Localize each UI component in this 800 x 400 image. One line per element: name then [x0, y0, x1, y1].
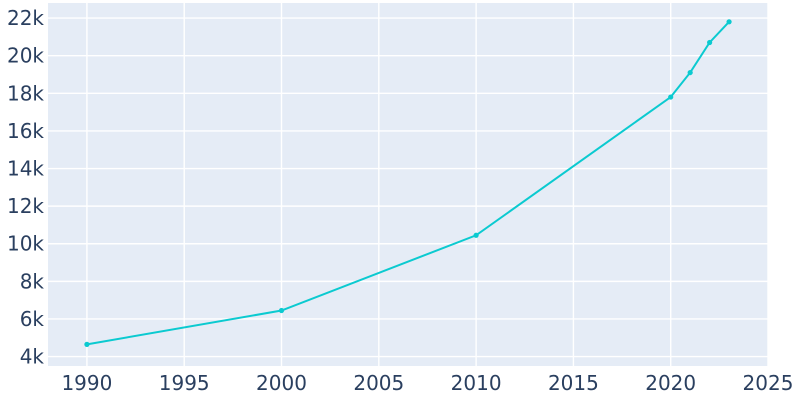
- y-tick-label: 8k: [20, 269, 45, 293]
- y-tick-label: 14k: [7, 157, 44, 181]
- y-tick-label: 6k: [20, 307, 45, 331]
- x-tick-label: 2005: [353, 371, 404, 395]
- x-tick-label: 2025: [743, 371, 794, 395]
- y-tick-label: 22k: [7, 6, 44, 30]
- x-axis-ticks: 1990 1995 2000 2005 2010 2015 2020 2025: [61, 371, 793, 395]
- data-point: [278, 307, 285, 314]
- y-tick-label: 12k: [7, 194, 44, 218]
- data-point: [726, 19, 732, 25]
- y-tick-label: 20k: [7, 44, 44, 68]
- series-group: [84, 19, 732, 347]
- data-point: [84, 341, 90, 347]
- grid: [48, 3, 769, 366]
- x-tick-label: 2000: [256, 371, 307, 395]
- y-axis-ticks: 4k 6k 8k 10k 12k 14k 16k 18k 20k 22k: [7, 6, 44, 369]
- y-tick-label: 18k: [7, 81, 44, 105]
- x-tick-label: 2010: [451, 371, 502, 395]
- x-tick-label: 1995: [159, 371, 210, 395]
- plot-area: [48, 3, 768, 366]
- y-tick-label: 4k: [20, 345, 45, 369]
- y-tick-label: 10k: [7, 232, 44, 256]
- data-point: [473, 232, 479, 238]
- y-tick-label: 16k: [7, 119, 44, 143]
- data-point: [687, 69, 693, 76]
- x-tick-label: 1990: [61, 371, 112, 395]
- data-point: [668, 94, 674, 100]
- data-point: [707, 39, 713, 46]
- x-tick-label: 2015: [548, 371, 599, 395]
- x-tick-label: 2020: [645, 371, 696, 395]
